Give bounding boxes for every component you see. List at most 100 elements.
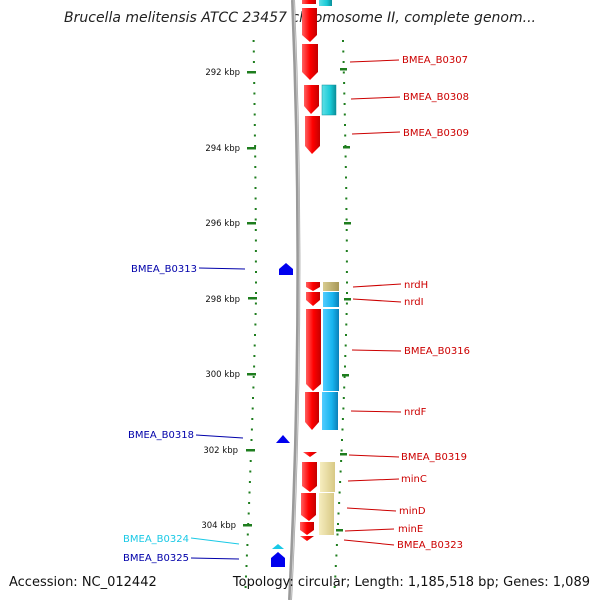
ruler-dot bbox=[343, 113, 346, 116]
ruler-dot bbox=[345, 218, 348, 221]
gene-arrow-b0324[interactable] bbox=[272, 544, 284, 549]
leader-line bbox=[198, 267, 246, 270]
gene-label-b0318[interactable]: BMEA_B0318 bbox=[128, 430, 194, 441]
ruler-dot bbox=[345, 260, 348, 263]
ruler-dot bbox=[345, 323, 348, 326]
gene-label-minc[interactable]: minC bbox=[401, 474, 427, 485]
ruler-dot bbox=[253, 113, 256, 116]
ruler-dot bbox=[246, 544, 249, 546]
gene-label-nrdh[interactable]: nrdH bbox=[404, 280, 428, 291]
leader-line bbox=[349, 59, 400, 63]
gene-arrow-minc[interactable] bbox=[302, 462, 317, 492]
ruler-label: 304 kbp bbox=[201, 521, 236, 531]
gene-label-mine[interactable]: minE bbox=[398, 524, 423, 535]
gene-label-nrdf[interactable]: nrdF bbox=[404, 407, 427, 418]
gene-arrow-nrdi[interactable] bbox=[306, 292, 320, 306]
ruler-tick bbox=[247, 373, 256, 376]
gene-label-b0313[interactable]: BMEA_B0313 bbox=[131, 264, 197, 275]
leader-line bbox=[351, 131, 401, 135]
accession-text: Accession: NC_012442 bbox=[9, 575, 157, 590]
leader-line bbox=[195, 434, 244, 439]
ruler-dot bbox=[249, 470, 252, 473]
ruler-dot bbox=[342, 61, 345, 63]
gene-label-mind[interactable]: minD bbox=[399, 506, 426, 517]
ruler-dot bbox=[345, 208, 348, 210]
gene-arrow-mind[interactable] bbox=[301, 493, 316, 521]
gene-arrow-b0307[interactable] bbox=[302, 44, 318, 80]
ruler-dot bbox=[345, 239, 348, 242]
leader-line bbox=[352, 298, 402, 303]
ruler-tick bbox=[247, 147, 256, 150]
ruler-dot bbox=[343, 376, 346, 378]
gene-arrow-b0316[interactable] bbox=[306, 309, 321, 391]
map-title: Brucella melitensis ATCC 23457 chromosom… bbox=[64, 10, 536, 26]
gene-arrow-b0323[interactable] bbox=[300, 536, 314, 541]
ruler-dot bbox=[345, 313, 348, 315]
gene-arrow-b0319[interactable] bbox=[303, 452, 317, 457]
gene-arrow-b0309[interactable] bbox=[305, 116, 320, 154]
gene-label-b0324[interactable]: BMEA_B0324 bbox=[123, 534, 189, 545]
ruler-dot bbox=[248, 481, 251, 483]
gene-label-nrdi[interactable]: nrdI bbox=[404, 297, 424, 308]
ruler-dot bbox=[254, 260, 257, 263]
ruler-dot bbox=[255, 281, 257, 284]
ruler-dot bbox=[255, 292, 257, 294]
ruler-dot bbox=[253, 92, 256, 95]
cyan-feature-top bbox=[319, 0, 332, 6]
gene-arrow-mine[interactable] bbox=[300, 522, 314, 535]
ruler-dot bbox=[342, 397, 345, 399]
gene-label-b0307[interactable]: BMEA_B0307 bbox=[402, 55, 468, 66]
lightblue-feature-nrdf bbox=[322, 392, 338, 430]
ruler-dot bbox=[254, 145, 257, 147]
ruler-dot bbox=[339, 481, 342, 483]
gene-label-b0309[interactable]: BMEA_B0309 bbox=[403, 128, 469, 139]
gene-arrow-b0307-upper[interactable] bbox=[302, 8, 317, 42]
gene-arrow-b0313[interactable] bbox=[279, 263, 293, 275]
ruler-tick-right bbox=[340, 453, 347, 456]
leader-line bbox=[344, 528, 395, 532]
ruler-dot bbox=[254, 334, 256, 336]
ruler-dot bbox=[340, 449, 343, 452]
ruler-label: 302 kbp bbox=[203, 446, 238, 456]
ruler-label: 296 kbp bbox=[205, 219, 240, 229]
ruler-dot bbox=[346, 281, 348, 284]
ruler-dot bbox=[344, 155, 347, 158]
ruler-dot bbox=[341, 439, 343, 441]
gene-arrow-b0325[interactable] bbox=[271, 552, 285, 567]
gene-label-b0325[interactable]: BMEA_B0325 bbox=[123, 553, 189, 564]
ruler-dot bbox=[340, 460, 343, 462]
ruler-tick-right bbox=[340, 68, 347, 71]
ruler-dot bbox=[337, 512, 340, 515]
ruler-right-track bbox=[333, 40, 348, 588]
ruler-dot bbox=[345, 187, 348, 189]
yellow-feature-mind bbox=[319, 493, 334, 535]
ruler-dot bbox=[252, 61, 255, 63]
ruler-left-track bbox=[244, 40, 257, 588]
gene-label-b0319[interactable]: BMEA_B0319 bbox=[401, 452, 467, 463]
ruler-tick-right bbox=[344, 298, 351, 301]
ruler-dot bbox=[249, 460, 252, 462]
ruler-dot bbox=[248, 502, 251, 504]
ruler-label: 300 kbp bbox=[205, 370, 240, 380]
ruler-dot bbox=[254, 323, 257, 326]
backbone-highlight bbox=[290, 0, 300, 600]
ruler-dot bbox=[335, 544, 338, 546]
gene-arrow-nrdh[interactable] bbox=[306, 282, 320, 291]
gene-arrow-b0318[interactable] bbox=[276, 435, 290, 443]
ruler-tick-right bbox=[342, 374, 349, 377]
gene-arrow-nrdf[interactable] bbox=[305, 392, 319, 430]
leader-line bbox=[350, 410, 402, 413]
cyan-feature-b0308 bbox=[321, 84, 337, 116]
ruler-dot bbox=[345, 229, 348, 231]
gene-label-b0323[interactable]: BMEA_B0323 bbox=[397, 540, 463, 551]
gene-label-b0308[interactable]: BMEA_B0308 bbox=[403, 92, 469, 103]
ruler-dot bbox=[342, 71, 345, 74]
ruler-dot bbox=[254, 166, 257, 168]
gene-label-b0316[interactable]: BMEA_B0316 bbox=[404, 346, 470, 357]
ruler-dot bbox=[253, 134, 256, 137]
ruler-tick-right bbox=[336, 529, 343, 532]
ruler-dot bbox=[345, 197, 348, 200]
gene-arrow-b0308[interactable] bbox=[304, 85, 319, 114]
ruler-dot bbox=[248, 491, 251, 494]
